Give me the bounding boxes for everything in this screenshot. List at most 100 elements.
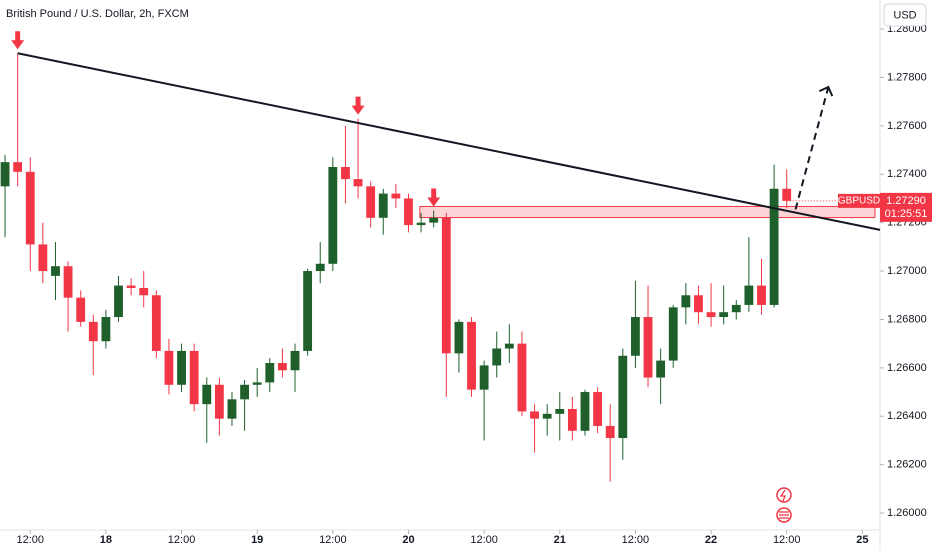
currency-button[interactable] xyxy=(883,3,927,27)
x-tick-label: 21 xyxy=(554,534,566,546)
candle-body xyxy=(719,312,729,318)
event-icon[interactable] xyxy=(776,487,792,503)
candle-body xyxy=(454,321,464,354)
chart-title: British Pound / U.S. Dollar, 2h, FXCM xyxy=(6,8,189,20)
signal-arrow xyxy=(427,188,441,207)
event-icon-glyph xyxy=(779,489,786,502)
candle-body xyxy=(38,244,48,272)
candle-body xyxy=(114,285,123,318)
candle-body xyxy=(252,382,262,385)
candle-body xyxy=(151,295,161,351)
candle-body xyxy=(530,411,539,419)
x-tick-label: 19 xyxy=(251,534,263,546)
y-tick-label: 1.26800 xyxy=(887,313,927,325)
candle-body xyxy=(353,179,363,187)
trendline xyxy=(17,52,881,231)
candle-body xyxy=(101,317,111,342)
candle-body xyxy=(177,350,186,385)
candle-body xyxy=(25,171,35,245)
y-tick-label: 1.27000 xyxy=(887,265,927,277)
symbol-tag xyxy=(838,193,880,208)
x-tick-label: 12:00 xyxy=(773,534,801,546)
candle-body xyxy=(492,348,502,366)
candle-body xyxy=(580,392,590,431)
candle-body xyxy=(0,162,10,187)
price-tag xyxy=(880,192,932,222)
x-tick-label: 20 xyxy=(402,534,414,546)
y-tick-label: 1.26600 xyxy=(887,362,927,374)
candle-body xyxy=(13,162,23,172)
candle-body xyxy=(656,360,666,378)
candle-body xyxy=(542,413,552,419)
event-icons[interactable] xyxy=(776,487,792,523)
candle-body xyxy=(391,193,401,199)
candle-body xyxy=(668,307,678,361)
candle-body xyxy=(567,408,577,431)
signal-arrow xyxy=(351,96,365,115)
y-tick-label: 1.26400 xyxy=(887,410,927,422)
candle-body xyxy=(315,263,325,272)
resistance-zone xyxy=(419,205,876,219)
candle-body xyxy=(479,365,489,390)
candle-body xyxy=(731,304,741,313)
candle-body xyxy=(378,193,388,218)
candle-body xyxy=(214,384,224,419)
candle-body xyxy=(706,312,716,318)
candle-body xyxy=(631,317,640,356)
x-tick-label: 12:00 xyxy=(622,534,650,546)
x-tick-label: 12:00 xyxy=(168,534,196,546)
candle-body xyxy=(139,287,149,296)
x-tick-label: 18 xyxy=(100,534,112,546)
candle-body xyxy=(593,392,603,426)
x-tick-label: 25 xyxy=(856,534,868,546)
candle-body xyxy=(328,166,338,264)
candle-body xyxy=(769,188,779,305)
candle-body xyxy=(467,321,476,390)
currency-button-label[interactable]: USD xyxy=(893,9,916,21)
candle-body xyxy=(265,363,275,383)
candle-body xyxy=(88,321,98,342)
projection xyxy=(794,86,830,210)
projection-arrowhead xyxy=(818,85,834,97)
y-tick-label: 1.26000 xyxy=(887,507,927,519)
candle-body xyxy=(63,266,73,298)
candle-body xyxy=(517,343,527,412)
candle-body xyxy=(555,408,565,414)
x-tick-label: 12:00 xyxy=(470,534,498,546)
candle-body xyxy=(277,363,287,371)
candle-body xyxy=(429,217,439,223)
candle-body xyxy=(744,285,754,305)
candle-body xyxy=(51,266,60,276)
candle-body xyxy=(126,285,136,288)
y-tick-label: 1.26200 xyxy=(887,459,927,471)
price-tag-label: 1.27290 xyxy=(886,195,926,207)
countdown-label: 01:25:51 xyxy=(885,208,928,220)
x-tick-label: 22 xyxy=(705,534,717,546)
symbol-tag-label: GBPUSD xyxy=(838,196,880,207)
candle-body xyxy=(441,217,451,354)
candle-body xyxy=(341,166,350,180)
candle-body xyxy=(416,222,426,226)
candle-body xyxy=(76,297,86,322)
candle-body xyxy=(694,295,703,313)
signal-arrow xyxy=(11,31,25,50)
x-tick-label: 12:00 xyxy=(319,534,347,546)
candle-body xyxy=(681,295,691,308)
x-tick-label: 12:00 xyxy=(16,534,44,546)
y-tick-label: 1.27600 xyxy=(887,120,927,132)
candle-body xyxy=(366,186,376,218)
candle-body xyxy=(164,350,174,385)
event-icon-glyph xyxy=(779,511,789,519)
candle-body xyxy=(202,384,212,405)
candle-body xyxy=(303,271,313,351)
candle-body xyxy=(643,317,653,378)
candle-body xyxy=(227,399,237,419)
candle-body xyxy=(757,285,766,305)
candle-body xyxy=(605,425,615,439)
candle-body xyxy=(404,198,413,226)
y-tick-label: 1.27400 xyxy=(887,168,927,180)
